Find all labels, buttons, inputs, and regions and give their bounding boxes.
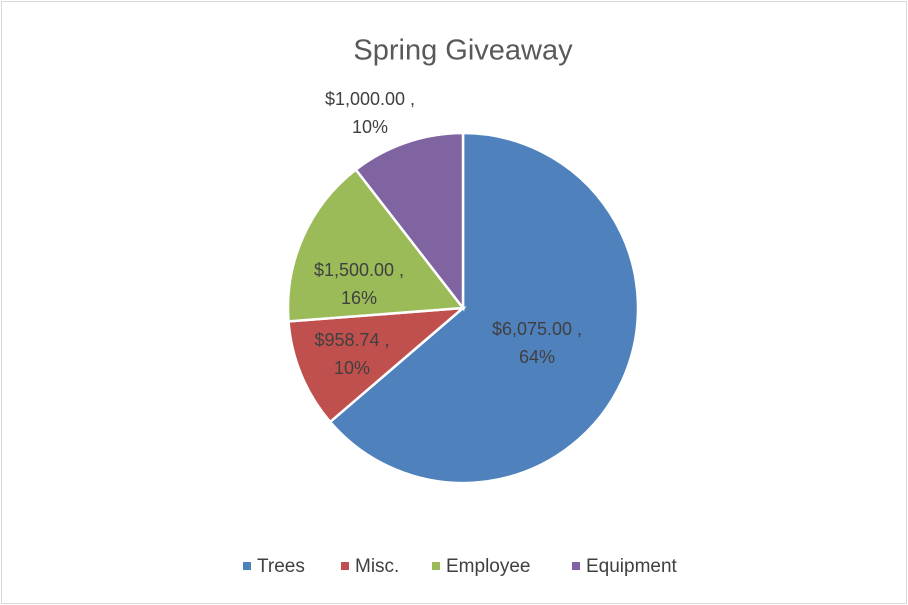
data-label: $1,500.00 ,: [314, 260, 404, 280]
legend-swatch: [572, 562, 580, 570]
pie-slice: [287, 306, 467, 424]
data-label: $958.74 ,: [314, 330, 389, 350]
data-label: $6,075.00 ,: [492, 319, 582, 339]
legend-swatch: [341, 562, 349, 570]
legend-label: Trees: [257, 556, 305, 577]
pie-slice: [328, 131, 640, 485]
legend-swatch: [432, 562, 440, 570]
data-label: $1,000.00 ,: [325, 89, 415, 109]
legend-label: Employee: [446, 556, 531, 577]
percent-label: 10%: [352, 117, 388, 137]
legend-label: Equipment: [586, 556, 678, 577]
percent-label: 16%: [341, 288, 377, 308]
percent-label: 10%: [334, 358, 370, 378]
percent-label: 64%: [519, 347, 555, 367]
legend-label: Misc.: [355, 556, 399, 577]
legend-swatch: [243, 562, 251, 570]
pie-slice: [286, 167, 466, 323]
pie-slice: [354, 131, 465, 312]
chart-title: Spring Giveaway: [353, 35, 573, 67]
